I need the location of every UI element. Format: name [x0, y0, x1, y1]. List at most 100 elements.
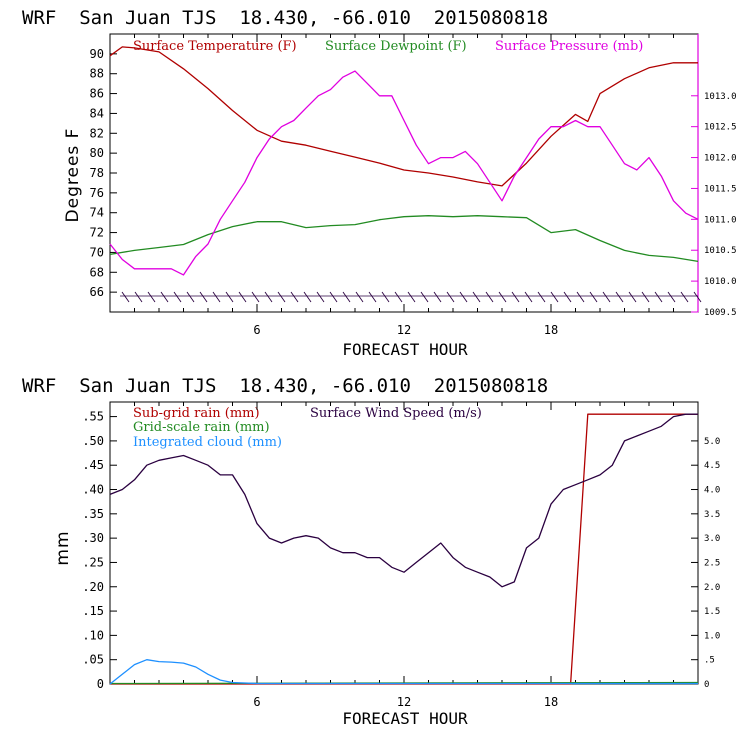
bottom-y-tick-label: .40 [82, 483, 104, 497]
top-series-surface-temperature-f [109, 46, 698, 187]
top-legend: Surface Temperature (F) Surface Dewpoint… [133, 39, 643, 54]
bottom-series-integrated-cloud-mm [109, 659, 698, 685]
top-y2-tick-label: 1013.0 [704, 92, 737, 102]
top-y-tick-label: 66 [90, 285, 104, 299]
wind-barb [147, 291, 156, 303]
top-y2-tick-label: 1010.5 [704, 246, 737, 256]
top-plot-frame [109, 33, 699, 313]
bottom-y2-tick-label: 4.5 [704, 461, 720, 471]
wind-barb [264, 291, 273, 303]
wind-barb [628, 291, 637, 303]
wind-barb [589, 291, 598, 303]
top-plot-marks: 6 12 18 66 68 70 72 74 76 78 80 82 84 86 88 90 1009.5 101… [90, 34, 737, 337]
wind-barb [576, 291, 585, 303]
top-y-tick-label: 82 [90, 126, 104, 140]
top-series-surface-pressure-mb [109, 70, 699, 276]
bottom-x-axis-label: FORECAST HOUR [342, 709, 468, 728]
top-y-tick-label: 86 [90, 87, 104, 101]
bottom-y-tick-label: .25 [82, 555, 104, 569]
top-y-tick-label: 90 [90, 47, 104, 61]
wind-barb [420, 291, 429, 303]
bottom-y2-tick-label: 0 [704, 680, 709, 690]
wind-barb [537, 291, 546, 303]
top-x-axis-label: FORECAST HOUR [342, 340, 468, 359]
wind-barb [524, 291, 533, 303]
top-y-tick-label: 70 [90, 245, 104, 259]
wind-barb [498, 291, 507, 303]
legend-sub-grid-rain: Sub-grid rain (mm) [133, 406, 260, 421]
top-y2-tick-label: 1012.0 [704, 154, 737, 164]
wind-barb [238, 291, 247, 303]
top-y-tick-label: 78 [90, 166, 104, 180]
top-y2-tick-label: 1010.0 [704, 277, 737, 287]
bottom-plot-marks: 6 12 18 0 .05 .10 .15 .20 .25 .30 .35 .40 .45 .50 .55 0… [82, 402, 720, 709]
wind-barb [693, 291, 702, 303]
top-y-tick-label: 76 [90, 186, 104, 200]
bottom-y-tick-label: .30 [82, 531, 104, 545]
top-y-axis-label: Degrees F [63, 128, 83, 223]
bottom-y2-tick-label: 2.0 [704, 583, 720, 593]
wind-barb [212, 291, 221, 303]
top-y-tick-label: 72 [90, 226, 104, 240]
wind-barb [459, 291, 468, 303]
wind-barb [160, 291, 169, 303]
top-y2-tick-label: 1012.5 [704, 123, 737, 133]
top-wind-barbs [120, 291, 702, 303]
bottom-y2-tick-label: 1.0 [704, 631, 720, 641]
wind-barb [602, 291, 611, 303]
bottom-x-tick-label: 18 [544, 695, 558, 709]
top-y-tick-label: 74 [90, 206, 104, 220]
wind-barb [199, 291, 208, 303]
top-y-tick-label: 88 [90, 67, 104, 81]
wind-barb [316, 291, 325, 303]
wind-barb [368, 291, 377, 303]
bottom-y2-tick-label: 3.5 [704, 510, 720, 520]
bottom-y-tick-label: 0 [97, 677, 104, 691]
wind-barb [654, 291, 663, 303]
wind-barb [121, 291, 130, 303]
bottom-y2-tick-label: 1.5 [704, 607, 720, 617]
wind-barb [433, 291, 442, 303]
bottom-y-tick-label: .05 [82, 653, 104, 667]
bottom-y2-tick-label: 2.5 [704, 558, 720, 568]
wind-barb [329, 291, 338, 303]
wind-barb [472, 291, 481, 303]
wind-barb [355, 291, 364, 303]
bottom-x-tick-label: 12 [397, 695, 411, 709]
bottom-y-tick-label: .55 [82, 410, 104, 424]
top-y-tick-label: 80 [90, 146, 104, 160]
wind-barb [615, 291, 624, 303]
wind-barb [394, 291, 403, 303]
wind-barb [225, 291, 234, 303]
wind-barb [446, 291, 455, 303]
top-y-tick-label: 84 [90, 106, 104, 120]
bottom-series-sub-grid-rain-mm [110, 413, 698, 685]
wind-barb [342, 291, 351, 303]
top-y2-tick-label: 1009.5 [704, 308, 737, 318]
legend-grid-scale-rain: Grid-scale rain (mm) [133, 420, 270, 435]
bottom-y-tick-label: .20 [82, 580, 104, 594]
wind-barb [173, 291, 182, 303]
wind-barb [277, 291, 286, 303]
wind-barb [511, 291, 520, 303]
wind-barb [485, 291, 494, 303]
top-chart-title: WRF San Juan TJS 18.430, -66.010 2015080… [22, 7, 548, 29]
bottom-y2-tick-label: 5.0 [704, 437, 720, 447]
wind-barb [563, 291, 572, 303]
wind-barb [251, 291, 260, 303]
top-series-surface-dewpoint-f [109, 215, 699, 263]
bottom-y-tick-label: .15 [82, 604, 104, 618]
bottom-x-tick-label: 6 [253, 695, 260, 709]
bottom-y-tick-label: .50 [82, 434, 104, 448]
bottom-y2-tick-label: 4.0 [704, 486, 720, 496]
wind-barb [290, 291, 299, 303]
legend-surface-dewpoint: Surface Dewpoint (F) [325, 39, 467, 54]
wind-barb [303, 291, 312, 303]
bottom-chart-title: WRF San Juan TJS 18.430, -66.010 2015080… [22, 375, 548, 397]
wind-barb [680, 291, 689, 303]
legend-surface-temperature: Surface Temperature (F) [133, 39, 297, 54]
top-x-tick-label: 6 [253, 323, 260, 337]
bottom-y-tick-label: .35 [82, 507, 104, 521]
wind-barb [667, 291, 676, 303]
